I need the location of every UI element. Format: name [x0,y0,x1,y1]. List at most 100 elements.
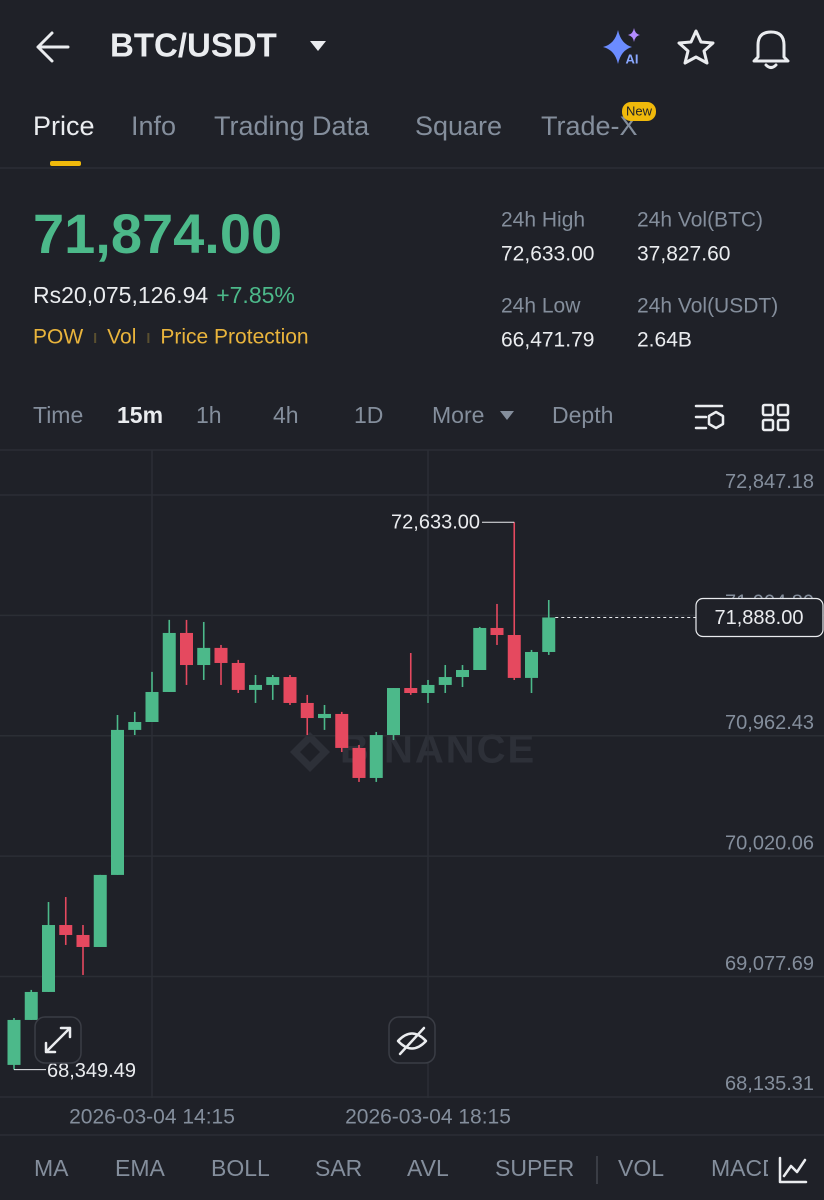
tab[interactable]: Trade-X [541,111,638,141]
candle-body [231,662,245,690]
stat-value: 2.64B [637,329,692,352]
interval[interactable]: 1D [354,402,383,428]
tab[interactable]: Trading Data [214,111,370,141]
fullscreen-button[interactable] [34,1016,82,1064]
stat-value: 72,633.00 [501,243,594,266]
candle-body [369,735,383,778]
y-tick-label: 69,077.69 [725,953,814,975]
x-tick-label: 2026-03-04 18:15 [345,1106,511,1129]
high-marker-label: 72,633.00 [391,512,480,534]
candle-body [473,627,487,671]
new-badge: New [626,103,653,118]
low-marker-label: 68,349.49 [47,1060,136,1082]
watermark-text: BINANCE [340,728,536,772]
y-tick-label: 68,135.31 [725,1073,814,1095]
candle-body [507,634,521,678]
candle-body [7,1019,21,1065]
interval[interactable]: 1h [196,402,222,428]
ticker-tag[interactable]: Price Protection [160,326,308,349]
tab[interactable]: Square [415,111,502,141]
candle-body [76,934,90,947]
alert-button[interactable] [752,30,790,69]
stat-label: 24h Vol(USDT) [637,295,778,318]
candle-body [283,677,297,703]
interval[interactable]: Time [33,402,83,428]
ticker-tag[interactable]: Vol [107,326,136,349]
chart: BINANCE 2026-03-04 14:15 2026-03-04 18:15 7… [0,450,824,1129]
x-tick-label: 2026-03-04 14:15 [69,1106,235,1129]
candle-body [318,713,331,719]
back-button[interactable] [36,31,70,63]
candle-body [180,632,193,666]
candle-body [387,688,400,736]
indicator[interactable]: MA [34,1155,69,1181]
interval[interactable]: 15m [117,402,163,428]
interval[interactable]: Depth [552,402,613,428]
ai-button[interactable] [603,28,640,64]
candle-body [145,691,159,723]
button-icon [396,1026,428,1056]
tab[interactable]: Price [33,111,95,141]
price-change: +7.85% [216,282,295,308]
stat-label: 24h High [501,209,585,232]
candle-body [300,702,314,719]
candle-body [490,627,504,635]
active-tab-indicator [50,161,81,166]
indicator-bar: MA EMA BOLL SAR AVL SUPER VOL MACD [34,1155,779,1181]
interval[interactable]: More [432,402,484,428]
local-price: Rs20,075,126.94 [33,282,208,308]
indicator-settings-button[interactable] [778,1156,808,1184]
pair-caret[interactable] [310,41,326,51]
candle-body [24,991,38,1020]
indicator[interactable]: VOL [618,1155,664,1181]
candle-body [249,684,262,690]
last-price: 71,874.00 [33,202,282,265]
pair-title[interactable]: BTC/USDT [110,27,277,64]
candle-body [214,647,228,663]
interval[interactable]: 4h [273,402,299,428]
indicator[interactable]: EMA [115,1155,166,1181]
candle-body [197,647,211,666]
candle-body [421,684,435,693]
last-price-label: 71,888.00 [715,607,804,629]
stat-value: 37,827.60 [637,243,730,266]
watermark-logo [290,732,330,772]
candle-body [542,617,556,652]
candle-body [352,747,366,778]
new-badge-bg [622,102,656,121]
button-icon [44,1026,72,1054]
stat-value: 66,471.79 [501,329,594,352]
indicator[interactable]: SUPER [495,1155,574,1181]
indicator[interactable]: BOLL [211,1155,270,1181]
y-tick-label: 70,962.43 [725,712,814,734]
candle-body [525,651,538,678]
chart-settings-button[interactable] [694,404,725,430]
candle-body [335,713,349,748]
candle-body [42,925,55,992]
y-tick-label: 70,020.06 [725,832,814,854]
y-tick-label: 72,847.18 [725,471,814,493]
candle-body [128,722,142,730]
ticker-tag[interactable]: POW [33,326,83,349]
candle-body [266,677,280,685]
favorite-button[interactable] [677,29,715,65]
candle-body [111,729,124,875]
candle-body [456,670,469,678]
indicator[interactable]: SAR [315,1155,362,1181]
candle-body [93,874,107,947]
indicator[interactable]: MACD [711,1155,779,1181]
stat-label: 24h Vol(BTC) [637,209,763,232]
candle-body [59,925,73,935]
hide-button[interactable] [388,1016,436,1064]
layout-button[interactable] [761,403,790,432]
more-caret[interactable] [500,411,514,420]
candle-body [162,632,176,692]
stat-label: 24h Low [501,295,581,318]
candle-body [404,688,418,693]
indicator[interactable]: AVL [407,1155,449,1181]
tab[interactable]: Info [131,111,176,141]
last-price-box [695,597,824,638]
